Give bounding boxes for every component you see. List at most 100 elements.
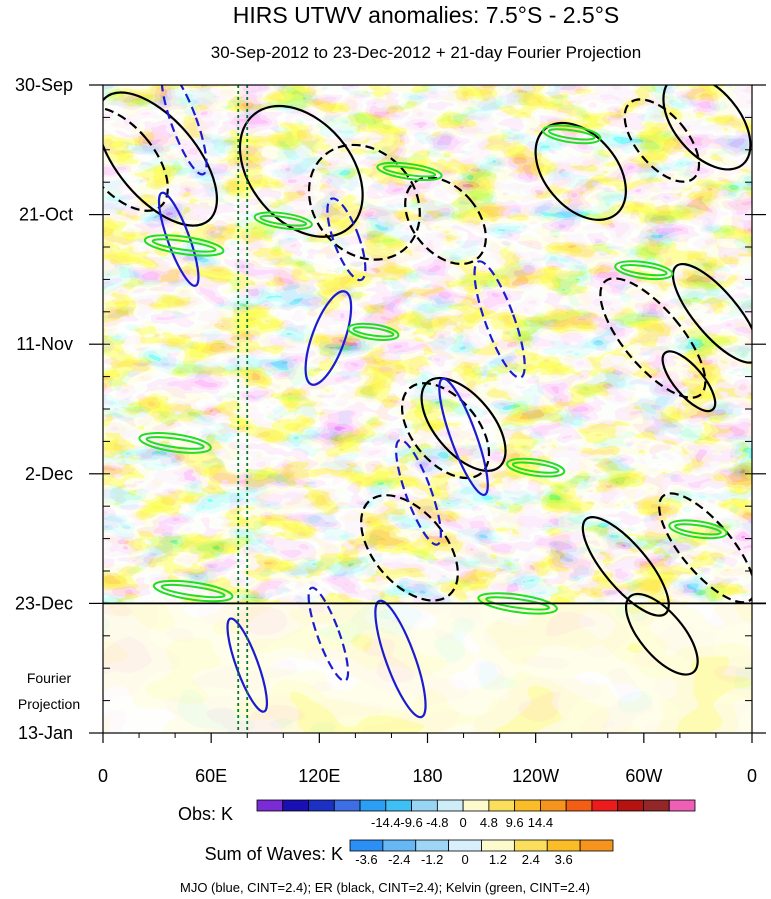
er-contour-10	[420, 376, 507, 472]
kelvin-contour-28	[253, 211, 313, 231]
y-tick-label-2: 11-Nov	[16, 334, 73, 354]
obsbar-swatch-12	[565, 799, 593, 812]
mjo-contour-17	[160, 85, 208, 176]
x-tick-label-4: 120W	[512, 766, 559, 786]
mjo-contour-18	[157, 191, 200, 287]
mjo-contour-23	[394, 438, 442, 546]
wavebar-swatch-6	[546, 839, 581, 852]
er-contour-1	[103, 106, 169, 212]
obs-colorbar-label: Obs: K	[178, 804, 233, 824]
er-contour-6	[623, 98, 701, 183]
projection-label-1: Fourier	[27, 670, 72, 686]
kelvin-contour-33	[138, 432, 212, 454]
obsbar-swatch-7	[436, 799, 464, 812]
wave-contours	[103, 85, 752, 719]
kelvin-contour-31	[614, 260, 674, 281]
y-tick-label-3: 2-Dec	[25, 464, 73, 484]
x-tick-label-6: 0	[747, 766, 757, 786]
x-tick-label-1: 60E	[195, 766, 227, 786]
mjo-contour-24	[226, 617, 269, 713]
y-axis: 30-Sep 21-Oct 11-Nov 2-Dec 23-Dec 13-Jan	[15, 75, 766, 743]
obsbar-level-label-0: -14.4	[371, 815, 401, 830]
mjo-contour-26	[307, 586, 350, 682]
kelvin-contour-30	[542, 124, 602, 145]
er-contour-11	[400, 382, 491, 480]
obsbar-swatch-1	[282, 799, 309, 812]
wavebar-level-label-3: 0	[461, 852, 468, 867]
kelvin-contour-27	[143, 234, 225, 257]
observed-field	[103, 85, 752, 604]
obsbar-swatch-9	[488, 799, 516, 812]
anomaly-field	[103, 85, 752, 733]
wavebar-level-label-2: -1.2	[421, 852, 443, 867]
wavebar-swatch-1	[382, 839, 417, 852]
y-tick-label-1: 21-Oct	[19, 205, 73, 225]
mjo-contour-19	[326, 197, 367, 282]
obsbar-swatch-4	[359, 799, 387, 812]
reference-lines	[237, 85, 249, 733]
mjo-contour-22	[438, 377, 489, 497]
chart-title: HIRS UTWV anomalies: 7.5°S - 2.5°S	[233, 2, 620, 28]
obsbar-level-label-5: 9.6	[506, 815, 524, 830]
obsbar-swatch-11	[540, 799, 567, 812]
waves-colorbar: -3.6 -2.4 -1.2 0 1.2 2.4 3.6	[349, 839, 614, 867]
wavebar-level-label-5: 2.4	[522, 852, 540, 867]
obsbar-swatch-15	[643, 799, 670, 812]
projection-field	[103, 604, 752, 733]
projection-label-2: Projection	[18, 696, 80, 712]
wavebar-level-label-4: 1.2	[489, 852, 507, 867]
kelvin-contour-34	[506, 457, 566, 478]
wavebar-level-label-6: 3.6	[555, 852, 573, 867]
obsbar-swatch-16	[668, 799, 696, 812]
er-contour-3	[307, 143, 421, 261]
x-tick-label-3: 180	[412, 766, 442, 786]
y-tick-label-5: 13-Jan	[18, 723, 73, 743]
er-contour-2	[238, 104, 364, 238]
obsbar-swatch-8	[462, 799, 490, 812]
kelvin-inner-contour-31	[619, 264, 668, 277]
obsbar-swatch-2	[308, 799, 335, 812]
er-contour-16	[624, 592, 699, 676]
kelvin-inner-contour-30	[547, 128, 596, 141]
kelvin-inner-contour-35	[674, 523, 722, 536]
kelvin-inner-contour-27	[151, 238, 217, 253]
kelvin-inner-contour-29	[382, 165, 437, 178]
x-tick-label-0: 0	[98, 766, 108, 786]
er-contour-7	[404, 176, 487, 266]
obsbar-swatch-5	[385, 799, 412, 812]
kelvin-inner-contour-37	[485, 596, 551, 611]
kelvin-contour-29	[376, 161, 443, 182]
kelvin-inner-contour-32	[352, 326, 395, 338]
kelvin-inner-contour-28	[259, 214, 308, 227]
kelvin-inner-contour-34	[511, 461, 560, 474]
waves-colorbar-label: Sum of Waves: K	[205, 844, 343, 864]
er-contour-8	[671, 262, 752, 364]
er-contour-14	[581, 515, 670, 617]
contour-legend: MJO (blue, CINT=2.4); ER (black, CINT=2.…	[180, 880, 590, 895]
y-tick-label-0: 30-Sep	[15, 75, 73, 95]
er-contour-0	[103, 91, 219, 227]
wavebar-swatch-4	[481, 839, 515, 852]
obsbar-swatch-3	[333, 799, 361, 812]
kelvin-contour-35	[668, 519, 728, 540]
wavebar-swatch-7	[579, 839, 614, 852]
obsbar-swatch-0	[256, 799, 284, 812]
kelvin-contour-36	[152, 579, 234, 603]
obsbar-level-label-3: 0	[460, 815, 467, 830]
obsbar-swatch-10	[514, 799, 541, 812]
obsbar-swatch-13	[591, 799, 619, 812]
x-tick-label-5: 60W	[625, 766, 662, 786]
er-contour-9	[599, 277, 707, 399]
kelvin-contour-32	[347, 322, 400, 341]
er-contour-5	[662, 85, 752, 171]
x-axis: 0 60E 120E 180 120W 60W 0	[98, 733, 757, 786]
obsbar-level-label-2: -4.8	[426, 815, 448, 830]
obs-colorbar: -14.4 -9.6 -4.8 0 4.8 9.6 14.4	[256, 799, 696, 830]
kelvin-inner-contour-33	[145, 436, 205, 450]
wavebar-swatch-5	[513, 839, 548, 852]
wavebar-level-label-0: -3.6	[355, 852, 377, 867]
wavebar-swatch-3	[448, 839, 482, 852]
wavebar-swatch-0	[349, 839, 384, 852]
kelvin-contour-37	[477, 592, 558, 615]
